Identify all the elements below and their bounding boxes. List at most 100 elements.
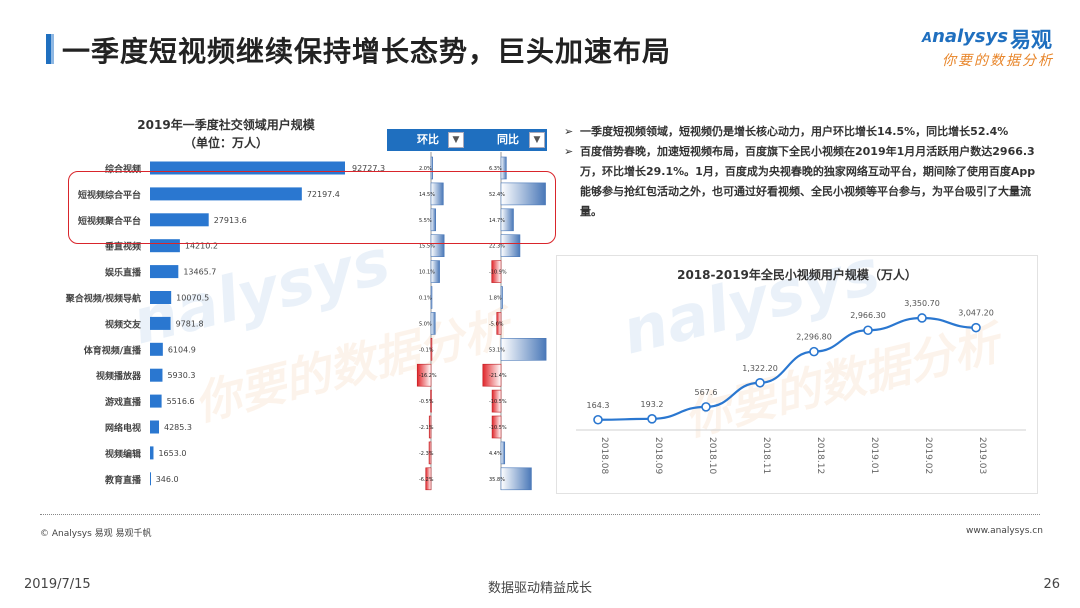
hb-growth-bar [416, 363, 432, 387]
growth-value-label: 1.8% [489, 296, 502, 302]
hb-growth-bar [428, 441, 432, 465]
category-label: 视频交友 [105, 318, 141, 330]
footer-slogan: 数据驱动精益成长 [487, 581, 592, 596]
growth-value-label: 52.4% [489, 192, 505, 198]
data-label: 567.6 [695, 388, 718, 397]
copyright-text: © Analysys 易观 易观千帆 [40, 529, 152, 539]
arrow-icon: ➢ [564, 145, 574, 158]
data-label: 164.3 [587, 401, 610, 410]
tb-column-header: 同比 [467, 129, 547, 151]
user-scale-bar [150, 420, 160, 434]
hb-column-header: 环比 [387, 129, 467, 151]
growth-value-label: -5.0% [489, 321, 504, 327]
user-scale-bar [150, 342, 163, 356]
data-label: 2,966.30 [850, 311, 886, 320]
logo-en-prefix: A [922, 31, 933, 46]
growth-value-label: -6.2% [419, 477, 434, 483]
data-point [809, 346, 819, 357]
data-point [647, 414, 657, 424]
tb-growth-bar [482, 363, 502, 387]
data-label: 193.2 [641, 400, 664, 409]
bar-value-label: 27913.6 [214, 216, 247, 225]
line-chart-title: 2018-2019年全民小视频用户规模（万人） [677, 268, 917, 282]
growth-value-label: 2.0% [419, 166, 432, 172]
title-accent-bar-light [51, 34, 54, 64]
hb-growth-bar [430, 389, 432, 413]
category-label: 综合视频 [105, 163, 141, 175]
category-label: 视频播放器 [96, 370, 142, 382]
growth-value-label: 14.5% [419, 192, 435, 198]
bar-chart-title-line1: 2019年一季度社交领域用户规模 [137, 118, 315, 132]
data-point [701, 402, 711, 412]
tb-growth-bar [500, 234, 521, 257]
arrow-icon: ➢ [564, 125, 574, 138]
page-title: 一季度短视频继续保持增长态势，巨头加速布局 [62, 35, 672, 68]
growth-value-label: -10.5% [489, 425, 507, 431]
chevron-down-icon: ▼ [533, 135, 541, 145]
x-tick-label: 2019.02 [923, 437, 933, 474]
growth-value-label: -2.3% [419, 451, 434, 457]
bullet-text: 一季度短视频领域，短视频仍是增长核心动力，用户环比增长14.5%，同比增长52.… [580, 125, 1009, 138]
tb-growth-bar [491, 415, 502, 439]
user-scale-bar [150, 187, 302, 201]
data-point [593, 414, 603, 425]
category-label: 视频编辑 [105, 448, 141, 460]
tb-growth-bar [500, 286, 503, 309]
hb-growth-bar [425, 467, 432, 491]
data-point [755, 377, 765, 388]
category-label: 娱乐直播 [105, 267, 142, 279]
growth-value-label: 5.0% [419, 321, 432, 327]
hb-growth-bar [430, 208, 436, 232]
growth-value-label: 4.4% [489, 451, 502, 457]
tb-growth-bar [491, 389, 502, 413]
data-label: 3,047.20 [958, 309, 994, 318]
growth-value-label: -10.9% [489, 270, 507, 276]
x-tick-label: 2018.08 [599, 437, 609, 474]
data-point [863, 325, 873, 336]
user-scale-line [597, 316, 977, 421]
highlight-box [68, 171, 556, 244]
logo-cn: 易观 [1010, 28, 1052, 52]
growth-value-label: 14.7% [489, 218, 505, 224]
logo-slogan: 你要的数据分析 [942, 53, 1054, 69]
growth-value-label: 0.1% [419, 296, 432, 302]
data-point [971, 322, 981, 333]
bar-chart-title: 2019年一季度社交领域用户规模 （单位：万人） [116, 116, 336, 152]
user-scale-bar [150, 472, 151, 486]
data-label: 1,322.20 [742, 364, 778, 373]
hb-filter-dropdown[interactable]: ▼ [448, 132, 464, 148]
growth-value-label: 10.1% [419, 270, 435, 276]
x-tick-label: 2019.03 [977, 437, 987, 474]
category-label: 聚合视频/视频导航 [65, 293, 141, 305]
bar-value-label: 10070.5 [176, 294, 209, 303]
bullet-item: ➢ 一季度短视频领域，短视频仍是增长核心动力，用户环比增长14.5%，同比增长52… [564, 122, 1044, 142]
growth-value-label: 35.8% [489, 477, 505, 483]
bar-value-label: 13465.7 [183, 268, 216, 277]
user-scale-bar [150, 291, 172, 304]
category-label: 短视频综合平台 [78, 189, 141, 201]
growth-value-label: 6.3% [489, 166, 502, 172]
growth-value-label: -0.1% [419, 347, 434, 353]
x-tick-label: 2018.12 [815, 437, 825, 474]
bar-value-label: 1653.0 [158, 449, 186, 458]
footer-date: 2019/7/15 [24, 577, 91, 592]
tb-filter-dropdown[interactable]: ▼ [529, 132, 545, 148]
bullet-text: 百度借势春晚，加速短视频布局，百度旗下全民小视频在2019年1月月活跃用户数达2… [580, 145, 1036, 218]
website-link[interactable]: www.analysys.cn [966, 526, 1043, 536]
user-scale-bar [150, 446, 154, 460]
line-chart: 164.3 2018.08 193.2 2018.09 567.6 2018.10 1,32… [576, 299, 1026, 474]
tb-growth-bar [496, 312, 502, 335]
growth-value-label: -21.4% [489, 373, 507, 379]
growth-value-label: -0.5% [419, 399, 434, 405]
bar-value-label: 5930.3 [167, 371, 195, 380]
bar-value-label: 92727.3 [352, 164, 385, 173]
hb-growth-bar [430, 260, 440, 283]
bar-value-label: 6104.9 [168, 345, 196, 354]
page-number: 26 [1043, 577, 1060, 592]
tb-growth-bar [491, 260, 502, 283]
analysys-logo: Analysys 易观 你要的数据分析 [922, 26, 1062, 72]
tb-growth-bar [500, 208, 514, 232]
hb-growth-bar [430, 286, 433, 309]
growth-value-label: -10.5% [489, 399, 507, 405]
growth-value-label: -2.1% [419, 425, 434, 431]
